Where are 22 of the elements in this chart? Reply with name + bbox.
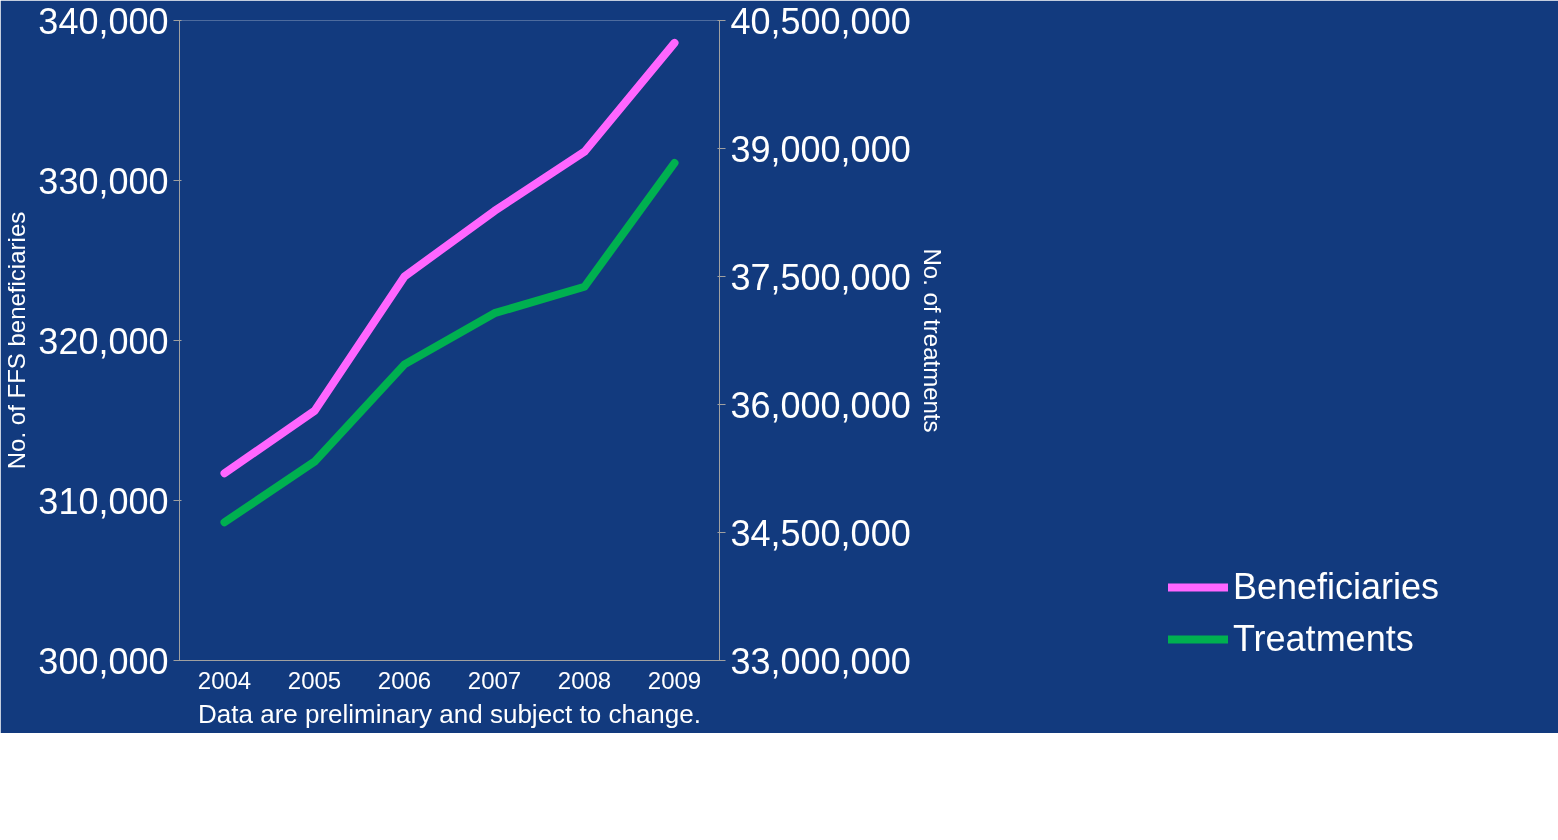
x-tick-label: 2004 (197, 666, 252, 694)
y-tick-label: 340,000 (38, 0, 169, 42)
y2-tick-label: 40,500,000 (730, 0, 911, 42)
y-axis-title: No. of FFS beneficiaries (3, 211, 31, 470)
y2-tick-label: 33,000,000 (730, 640, 911, 682)
y2-tick-label: 39,000,000 (730, 128, 911, 170)
y2-tick-label: 37,500,000 (730, 256, 911, 298)
y-tick-label: 320,000 (38, 320, 169, 362)
y-tick-label: 300,000 (38, 640, 169, 682)
y2-axis-title: No. of treatments (918, 248, 946, 433)
x-tick-label: 2007 (467, 666, 522, 694)
x-tick-label: 2008 (557, 666, 612, 694)
y-tick-label: 310,000 (38, 480, 169, 522)
y2-tick-label: 36,000,000 (730, 384, 911, 426)
y-tick-label: 330,000 (38, 160, 169, 202)
x-tick-label: 2005 (287, 666, 342, 694)
x-tick-label: 2009 (647, 666, 702, 694)
x-tick-label: 2006 (377, 666, 432, 694)
text: Data are preliminary and subject to change. (198, 698, 701, 729)
legend-label: Treatments (1232, 618, 1414, 660)
legend-label: Beneficiaries (1232, 566, 1440, 608)
y2-tick-label: 34,500,000 (730, 512, 911, 554)
